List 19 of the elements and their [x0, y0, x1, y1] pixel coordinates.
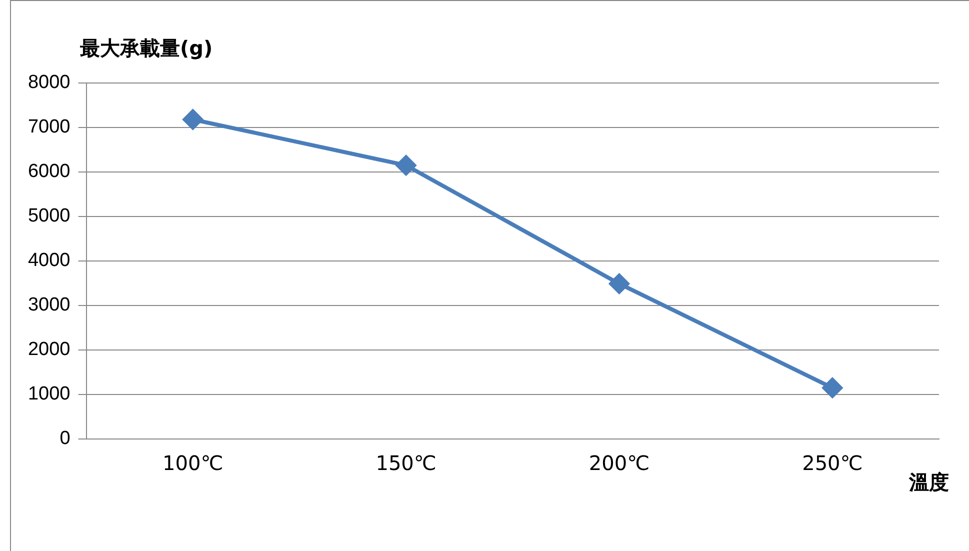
y-tick-label: 0	[60, 428, 70, 450]
point	[396, 155, 416, 176]
y-axis-title: 最大承載量(g)	[79, 36, 213, 60]
y-tick-label: 4000	[28, 250, 70, 272]
y-tick-label: 5000	[28, 206, 70, 227]
x-tick-label: 100℃	[162, 451, 224, 476]
x-tick-label: 250℃	[802, 451, 863, 476]
y-tick-label: 6000	[28, 161, 70, 182]
x-tick-label: 150℃	[376, 451, 436, 476]
point	[822, 378, 842, 398]
x-axis-title: 溫度	[908, 470, 949, 494]
x-tick-label: 200℃	[588, 451, 650, 476]
y-tick-label: 7000	[28, 116, 70, 138]
y-tick-label: 1000	[28, 384, 70, 405]
y-tick-label: 2000	[28, 339, 70, 360]
y-tick-label: 3000	[28, 294, 70, 316]
y-tick-label: 8000	[28, 72, 70, 94]
point	[182, 109, 203, 130]
point	[609, 274, 630, 294]
